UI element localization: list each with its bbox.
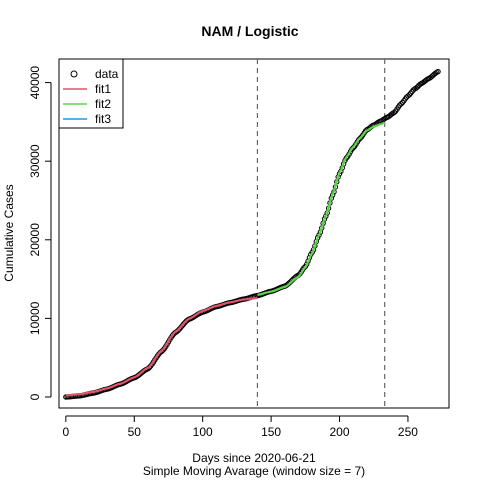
x-axis-title: Days since 2020-06-21 — [192, 451, 316, 465]
data-point — [391, 109, 397, 116]
y-tick-label: 40000 — [28, 66, 42, 100]
data-point — [357, 135, 363, 142]
legend-label-data: data — [95, 67, 119, 81]
x-tick-label: 250 — [398, 425, 418, 439]
data-point — [435, 68, 441, 75]
series-fit2 — [257, 121, 386, 296]
x-tick-label: 50 — [128, 425, 142, 439]
y-tick-label: 0 — [28, 393, 42, 400]
x-tick-label: 200 — [330, 425, 350, 439]
x-axis: 0 50 100 150 200 250 — [62, 415, 418, 439]
data-points — [63, 68, 441, 400]
series-fit1 — [65, 296, 258, 397]
legend-label-fit1: fit1 — [95, 82, 111, 96]
legend-label-fit3: fit3 — [95, 112, 111, 126]
x-axis-subtitle: Simple Moving Avarage (window size = 7) — [143, 464, 365, 478]
data-point — [405, 93, 411, 99]
data-point — [355, 137, 362, 143]
legend-symbol-data — [70, 70, 78, 78]
y-axis-title: Cumulative Cases — [2, 184, 16, 281]
y-tick-label: 20000 — [28, 223, 42, 257]
y-tick-label: 30000 — [28, 144, 42, 178]
fit-series — [65, 121, 386, 397]
x-tick-label: 0 — [62, 425, 69, 439]
y-tick-label: 10000 — [28, 301, 42, 335]
x-tick-label: 150 — [261, 425, 281, 439]
x-tick-label: 100 — [193, 425, 213, 439]
chart-title: NAM / Logistic — [201, 23, 298, 39]
legend-label-fit2: fit2 — [95, 97, 111, 111]
vertical-reference-lines — [256, 59, 386, 408]
data-point — [398, 101, 404, 107]
plot-frame — [58, 58, 450, 409]
y-axis: 0 10000 20000 30000 40000 — [28, 66, 52, 400]
legend-box — [58, 58, 124, 129]
